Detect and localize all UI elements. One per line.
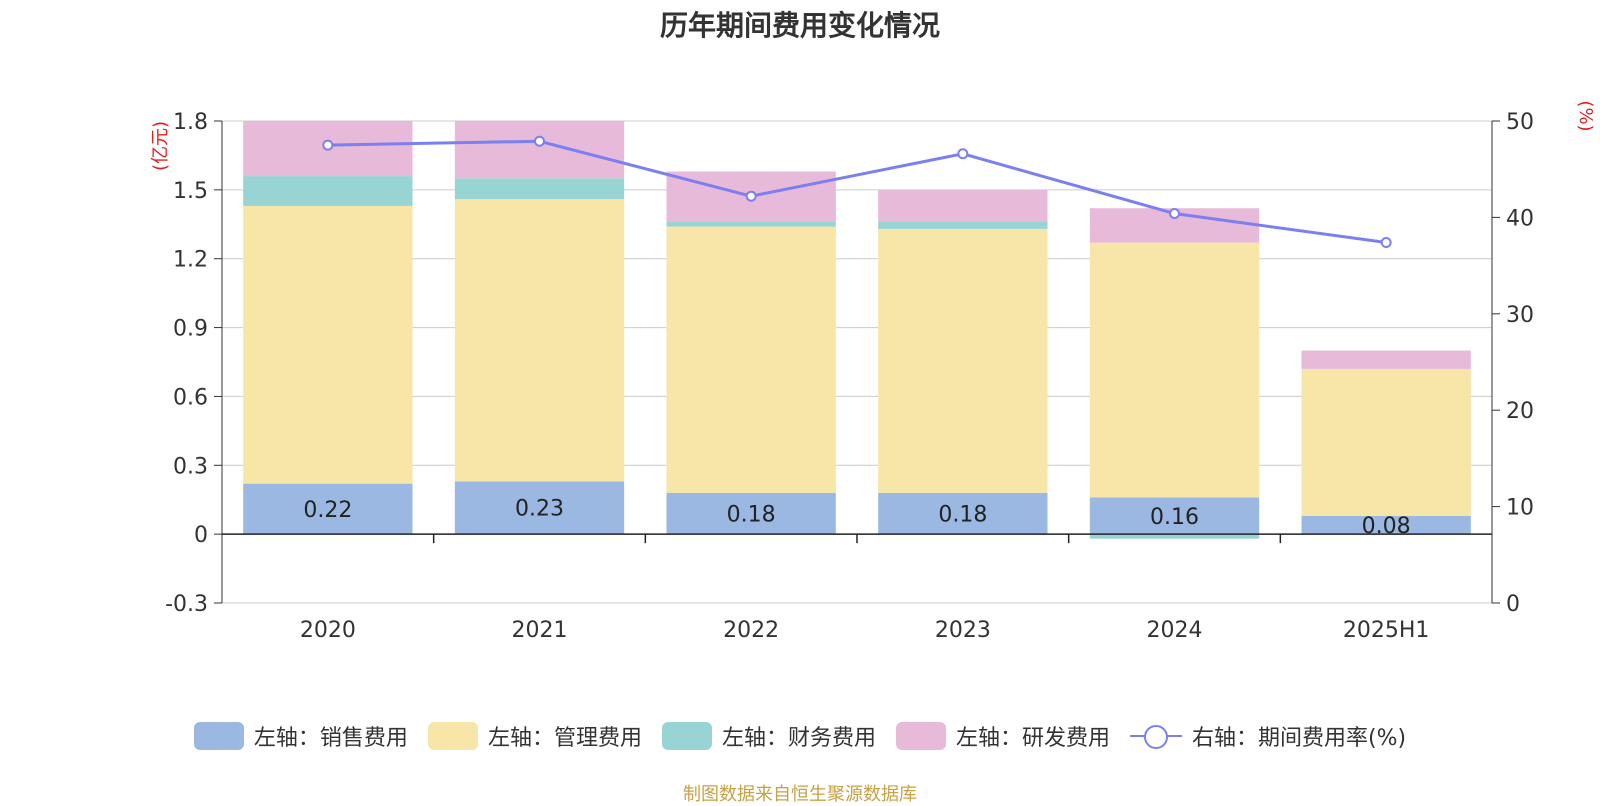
sales-data-label: 0.23 — [515, 497, 564, 522]
x-axis-label: 2023 — [935, 618, 991, 643]
left-axis-unit: (亿元) — [150, 121, 171, 171]
legend-label: 左轴：研发费用 — [955, 726, 1110, 751]
bar-finance-2021 — [454, 178, 625, 200]
right-axis-tick-label: 40 — [1506, 206, 1534, 231]
x-axis-label: 2020 — [300, 618, 356, 643]
rate-point-2021 — [534, 135, 545, 147]
bar-sales-2023 — [878, 492, 1048, 535]
bar-rd-2023 — [878, 189, 1048, 222]
left-axis-tick-label: 0.9 — [173, 317, 208, 342]
legend-line-circle — [1143, 725, 1168, 749]
bar-admin-2023 — [878, 228, 1048, 493]
bar-finance-2020 — [243, 176, 413, 206]
legend-swatch — [661, 722, 712, 750]
bar-admin-2022 — [666, 226, 836, 493]
sales-data-label: 0.22 — [303, 498, 352, 523]
chart-legend: 左轴：销售费用 左轴：管理费用 左轴：财务费用 左轴：研发费用 右轴：期间费用率(%) — [0, 718, 1600, 754]
left-axis-tick-label: 1.8 — [173, 110, 208, 135]
bar-sales-2024 — [1089, 497, 1260, 535]
x-axis-label: 2022 — [723, 618, 779, 643]
legend-label: 左轴：销售费用 — [253, 726, 408, 751]
bar-admin-2025H1 — [1301, 368, 1471, 516]
left-axis-tick-label: 0.3 — [173, 454, 208, 479]
bar-rd-2021 — [454, 121, 625, 179]
left-axis-tick-label: 0 — [194, 523, 208, 548]
rate-point-2020 — [322, 139, 334, 151]
bar-admin-2024 — [1089, 242, 1260, 498]
bar-finance-2024 — [1089, 534, 1260, 539]
rate-point-2023 — [957, 148, 969, 160]
bar-sales-2020 — [243, 483, 413, 535]
rate-line — [327, 139, 1387, 244]
rate-point-2024 — [1169, 208, 1180, 220]
bar-admin-2021 — [454, 199, 625, 482]
legend-item[interactable]: 左轴：研发费用 — [895, 720, 1110, 752]
left-axis-tick-label: 1.5 — [173, 179, 208, 204]
sales-data-label: 0.18 — [727, 502, 776, 527]
chart-canvas: -0.3 0 0.3 0.6 0.9 1.2 1.5 1.8 0 10 20 30 40 50 (亿元) (%… — [150, 100, 1596, 643]
left-axis-tick-label: 0.6 — [173, 385, 208, 410]
right-axis-tick-label: 30 — [1506, 303, 1534, 328]
legend-swatch — [427, 722, 478, 750]
legend-label: 左轴：管理费用 — [487, 726, 642, 751]
bar-finance-2023 — [878, 221, 1048, 229]
legend-label: 左轴：财务费用 — [721, 726, 876, 751]
legend-item[interactable]: 右轴：期间费用率(%) — [1129, 720, 1407, 752]
legend-item[interactable]: 左轴：销售费用 — [193, 720, 408, 752]
legend-item[interactable]: 左轴：管理费用 — [427, 720, 642, 752]
sales-data-label: 0.18 — [938, 502, 987, 527]
bar-sales-2021 — [454, 481, 625, 535]
right-axis-tick-label: 50 — [1506, 110, 1534, 135]
legend-item[interactable]: 左轴：财务费用 — [661, 720, 876, 752]
rate-point-2025H1 — [1380, 236, 1392, 248]
data-source-note: 制图数据来自恒生聚源数据库 — [683, 784, 917, 805]
bar-rd-2025H1 — [1301, 350, 1471, 369]
x-axis-label: 2021 — [512, 618, 568, 643]
right-axis-tick-label: 10 — [1506, 496, 1534, 521]
legend-swatch — [895, 722, 946, 750]
bar-sales-2022 — [666, 492, 836, 535]
sales-data-label: 0.08 — [1362, 514, 1411, 539]
rate-point-2022 — [745, 190, 757, 202]
bar-sales-2025H1 — [1301, 515, 1471, 535]
left-axis-tick-label: 1.2 — [173, 248, 208, 273]
legend-swatch — [193, 722, 244, 750]
bar-admin-2020 — [243, 205, 413, 484]
bar-finance-2022 — [666, 221, 836, 227]
left-axis-tick-label: -0.3 — [165, 592, 208, 617]
x-axis-label: 2024 — [1147, 618, 1203, 643]
right-axis-tick-label: 20 — [1506, 399, 1534, 424]
right-axis-tick-label: 0 — [1506, 592, 1520, 617]
chart-title: 历年期间费用变化情况 — [659, 9, 940, 42]
legend-line-marker — [1129, 722, 1182, 750]
x-axis-label: 2025H1 — [1343, 618, 1430, 643]
right-axis-unit: (%) — [1575, 100, 1596, 131]
legend-label: 右轴：期间费用率(%) — [1191, 726, 1407, 751]
sales-data-label: 0.16 — [1150, 505, 1199, 530]
